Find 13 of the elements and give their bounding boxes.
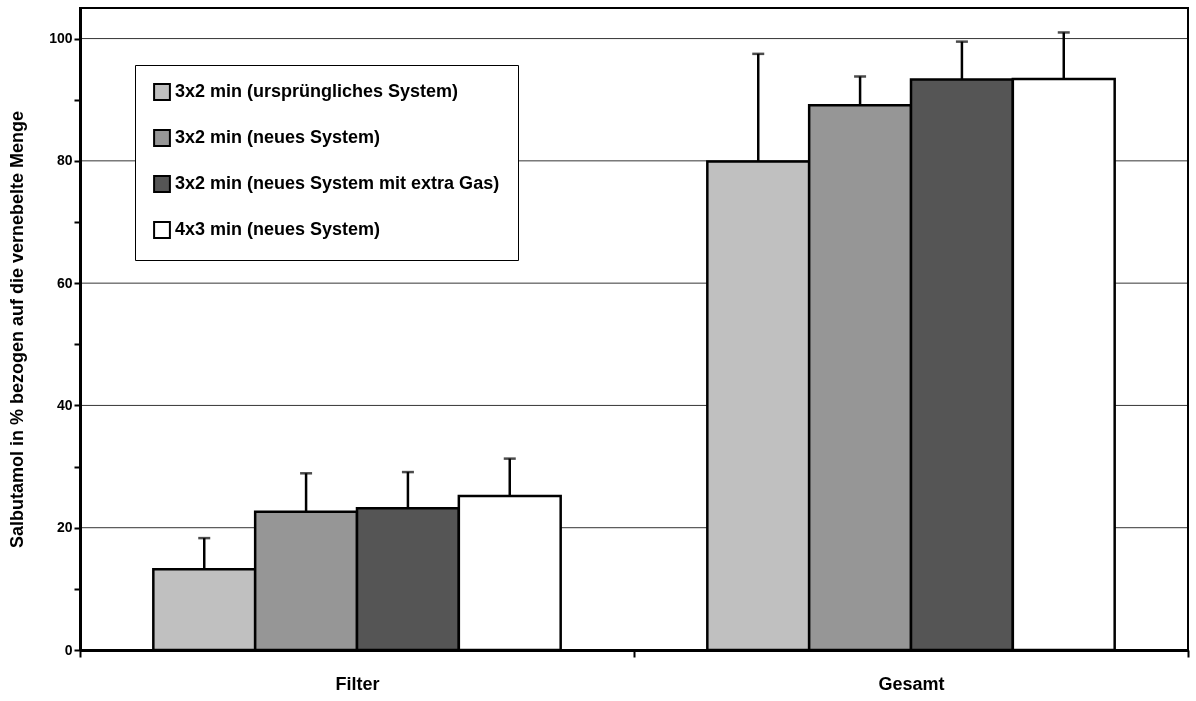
y-axis-title: Salbutamol in % bezogen auf die vernebelte Menge bbox=[7, 110, 28, 549]
y-tick-label: 80 bbox=[56, 152, 73, 169]
y-tick-label: 40 bbox=[56, 396, 73, 413]
y-tick-label: 60 bbox=[56, 274, 73, 291]
legend-label: 3x2 min (neues System) bbox=[175, 127, 381, 147]
y-tick-label: 20 bbox=[56, 519, 73, 536]
legend-label: 3x2 min (ursprüngliches System) bbox=[175, 81, 459, 101]
legend-label: 3x2 min (neues System mit extra Gas) bbox=[175, 173, 500, 193]
y-tick-label: 100 bbox=[49, 30, 73, 47]
x-tick-label: Gesamt bbox=[878, 673, 945, 694]
y-tick-label: 0 bbox=[64, 641, 73, 658]
x-tick-label: Filter bbox=[335, 673, 380, 694]
legend-label: 4x3 min (neues System) bbox=[175, 219, 381, 239]
